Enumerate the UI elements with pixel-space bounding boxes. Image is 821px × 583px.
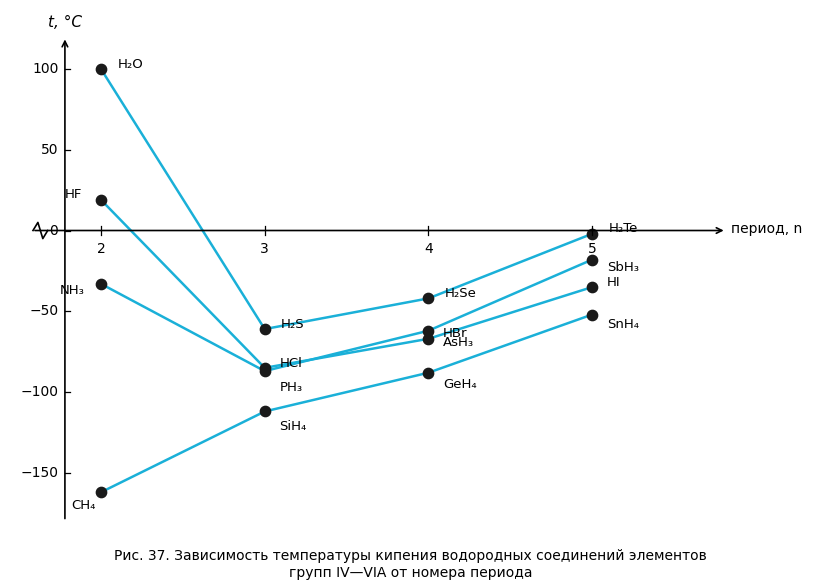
Text: 3: 3 bbox=[260, 242, 269, 256]
Text: 2: 2 bbox=[97, 242, 105, 256]
Point bbox=[585, 310, 599, 319]
Text: −150: −150 bbox=[21, 466, 58, 480]
Text: −100: −100 bbox=[21, 385, 58, 399]
Text: AsH₃: AsH₃ bbox=[443, 335, 475, 349]
Text: NH₃: NH₃ bbox=[60, 284, 85, 297]
Text: GeH₄: GeH₄ bbox=[443, 378, 477, 391]
Point bbox=[94, 64, 108, 73]
Point bbox=[585, 229, 599, 238]
Text: Рис. 37. Зависимость температуры кипения водородных соединений элементов: Рис. 37. Зависимость температуры кипения… bbox=[114, 549, 707, 563]
Point bbox=[585, 255, 599, 264]
Point bbox=[258, 363, 271, 373]
Text: PH₃: PH₃ bbox=[279, 381, 303, 394]
Text: HCl: HCl bbox=[279, 357, 302, 370]
Text: 50: 50 bbox=[41, 143, 58, 157]
Point bbox=[258, 407, 271, 416]
Text: SbH₃: SbH₃ bbox=[607, 261, 639, 274]
Point bbox=[422, 326, 435, 335]
Text: −50: −50 bbox=[30, 304, 58, 318]
Text: H₂Se: H₂Se bbox=[445, 287, 477, 300]
Text: HI: HI bbox=[607, 276, 621, 289]
Text: 5: 5 bbox=[588, 242, 597, 256]
Text: групп IV—VIA от номера периода: групп IV—VIA от номера периода bbox=[289, 566, 532, 580]
Point bbox=[258, 324, 271, 333]
Point bbox=[422, 294, 435, 303]
Text: HBr: HBr bbox=[443, 328, 468, 340]
Text: H₂Te: H₂Te bbox=[608, 222, 638, 236]
Text: H₂O: H₂O bbox=[117, 58, 143, 71]
Point bbox=[94, 279, 108, 289]
Point bbox=[94, 195, 108, 205]
Point bbox=[422, 368, 435, 377]
Text: HF: HF bbox=[65, 188, 82, 202]
Text: H₂S: H₂S bbox=[281, 318, 305, 331]
Text: 100: 100 bbox=[32, 62, 58, 76]
Text: период, n: период, n bbox=[732, 222, 803, 236]
Point bbox=[585, 282, 599, 292]
Point bbox=[94, 487, 108, 497]
Text: SnH₄: SnH₄ bbox=[607, 318, 639, 331]
Text: 0: 0 bbox=[49, 223, 58, 237]
Point bbox=[258, 367, 271, 376]
Text: t, °C: t, °C bbox=[48, 15, 82, 30]
Text: 4: 4 bbox=[424, 242, 433, 256]
Point bbox=[422, 334, 435, 343]
Text: SiH₄: SiH₄ bbox=[279, 420, 307, 433]
Text: CH₄: CH₄ bbox=[71, 498, 96, 512]
